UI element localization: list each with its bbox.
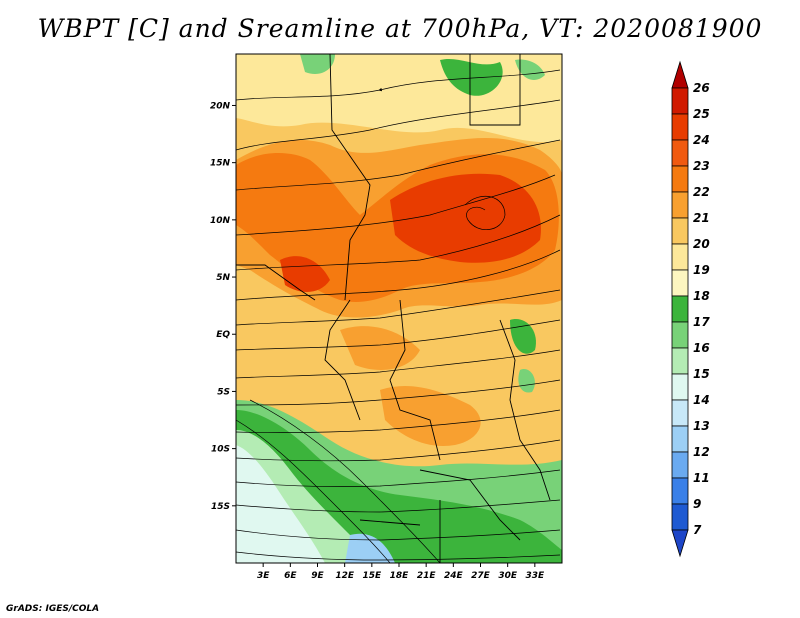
- colorbar-label: 24: [693, 133, 710, 147]
- colorbar-segment: [671, 139, 689, 167]
- colorbar-label: 13: [693, 419, 710, 433]
- colorbar-label: 22: [693, 185, 710, 199]
- lon-tick-label: 15E: [362, 571, 382, 581]
- colorbar-segment: [671, 451, 689, 479]
- colorbar-segment: [671, 113, 689, 141]
- lat-tick-label: 5S: [217, 387, 230, 397]
- longitude-axis: 3E 6E 9E 12E 15E 18E 21E 24E 27E 30E 33E: [257, 563, 545, 581]
- lon-tick-label: 27E: [471, 571, 491, 581]
- lat-tick-label: 15S: [211, 502, 230, 512]
- lon-tick-label: 3E: [257, 571, 270, 581]
- colorbar-segment: [671, 373, 689, 401]
- colorbar-label: 18: [693, 289, 710, 303]
- colorbar-segment: [671, 503, 689, 531]
- colorbar-label: 21: [693, 211, 710, 225]
- colorbar-segment: [671, 217, 689, 245]
- colorbar-label: 16: [693, 341, 710, 355]
- lat-tick-label: EQ: [216, 330, 230, 340]
- colorbar-segment: [671, 191, 689, 219]
- colorbar-label: 15: [693, 367, 710, 381]
- colorbar-segment: [671, 269, 689, 297]
- colorbar-label: 17: [693, 315, 710, 329]
- colorbar-segment: [671, 87, 689, 115]
- map-title: WBPT [C] and Sreamline at 700hPa, VT: 20…: [37, 14, 763, 43]
- colorbar-segment: [671, 60, 689, 89]
- colorbar-label: 14: [693, 393, 710, 407]
- colorbar-segment: [671, 399, 689, 427]
- lon-tick-label: 12E: [335, 571, 355, 581]
- colorbar-segment: [671, 295, 689, 323]
- lon-tick-label: 24E: [444, 571, 464, 581]
- lat-tick-label: 5N: [216, 273, 230, 283]
- colorbar-segment: [671, 321, 689, 349]
- streamlines: [236, 69, 561, 563]
- colorbar-label: 11: [693, 471, 710, 485]
- credit-label: GrADS: IGES/COLA: [6, 604, 100, 614]
- lat-tick-label: 10S: [211, 445, 230, 455]
- colorbar-label: 12: [693, 445, 710, 459]
- latitude-axis: 20N 15N 10N 5N EQ 5S 10S 15S: [210, 101, 236, 512]
- colorbar-segment: [671, 425, 689, 453]
- country-boundaries: [236, 54, 551, 563]
- colorbar-segment: [671, 529, 689, 558]
- lon-tick-label: 21E: [417, 571, 437, 581]
- colorbar-label: 20: [693, 237, 710, 251]
- colorbar-segment: [671, 243, 689, 271]
- colorbar-label: 9: [693, 497, 701, 511]
- colorbar-segment: [671, 477, 689, 505]
- colorbar-segment: [671, 165, 689, 193]
- colorbar-label: 7: [693, 523, 702, 537]
- colorbar-label: 26: [693, 81, 710, 95]
- lon-tick-label: 30E: [498, 571, 518, 581]
- lon-tick-label: 18E: [390, 571, 410, 581]
- lon-tick-label: 33E: [525, 571, 545, 581]
- lon-tick-label: 9E: [311, 571, 324, 581]
- colorbar-label: 23: [693, 159, 710, 173]
- lat-tick-label: 20N: [210, 101, 231, 111]
- colorbar-segment: [671, 347, 689, 375]
- lon-tick-label: 6E: [284, 571, 297, 581]
- colorbar-label: 19: [693, 263, 710, 277]
- lat-tick-label: 15N: [210, 159, 231, 169]
- colorbar: 26 25 24 23 22 21 20 19 18 17 16 15 14 13 12 11 9 7: [671, 60, 710, 558]
- colorbar-label: 25: [693, 107, 710, 121]
- wbpt-shaded-field: [236, 54, 562, 563]
- lat-tick-label: 10N: [210, 216, 231, 226]
